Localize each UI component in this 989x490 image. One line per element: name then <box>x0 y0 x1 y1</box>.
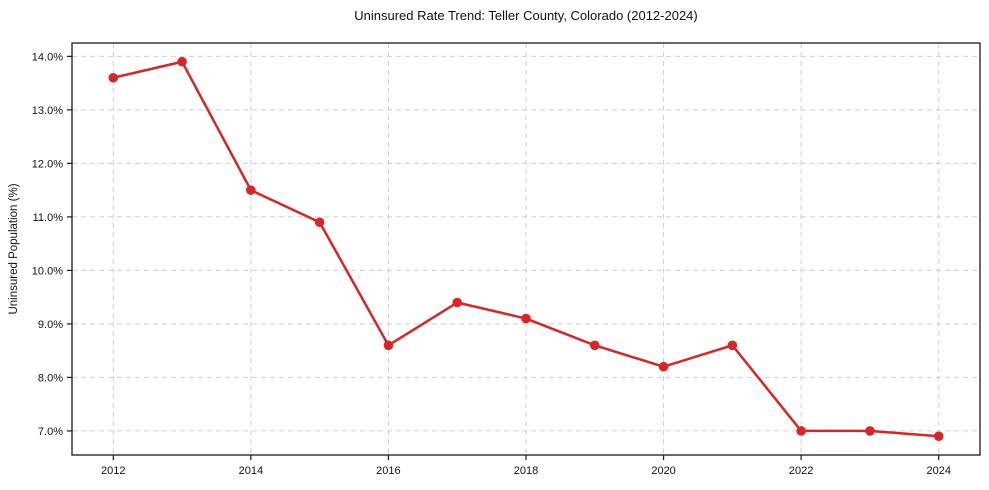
y-tick-label: 13.0% <box>32 105 63 117</box>
data-point <box>521 313 531 324</box>
x-tick-label: 2018 <box>514 465 538 477</box>
y-tick-label: 8.0% <box>38 372 63 384</box>
data-point <box>177 56 187 67</box>
data-point <box>589 340 600 351</box>
y-tick-label: 12.0% <box>32 158 63 170</box>
data-point <box>314 217 325 228</box>
x-tick-label: 2024 <box>926 465 950 477</box>
x-tick-label: 2020 <box>651 465 675 477</box>
data-point <box>246 185 256 195</box>
data-point <box>933 431 944 442</box>
y-tick-label: 10.0% <box>32 265 63 277</box>
y-tick-label: 14.0% <box>32 51 63 63</box>
data-point <box>796 426 806 436</box>
x-tick-label: 2022 <box>789 465 813 477</box>
y-tick-label: 11.0% <box>33 212 64 224</box>
y-tick-label: 9.0% <box>38 319 63 331</box>
plot-border <box>71 42 981 456</box>
data-point <box>658 361 669 372</box>
data-point <box>865 426 875 436</box>
data-point <box>383 340 394 351</box>
data-point <box>727 340 738 351</box>
y-tick-label: 7.0% <box>38 426 63 438</box>
x-tick-label: 2012 <box>101 465 125 477</box>
data-point <box>452 297 463 308</box>
data-point <box>108 72 119 83</box>
chart-title: Uninsured Rate Trend: Teller County, Col… <box>354 8 698 23</box>
x-tick-label: 2016 <box>376 465 400 477</box>
x-tick-label: 2014 <box>239 465 263 477</box>
